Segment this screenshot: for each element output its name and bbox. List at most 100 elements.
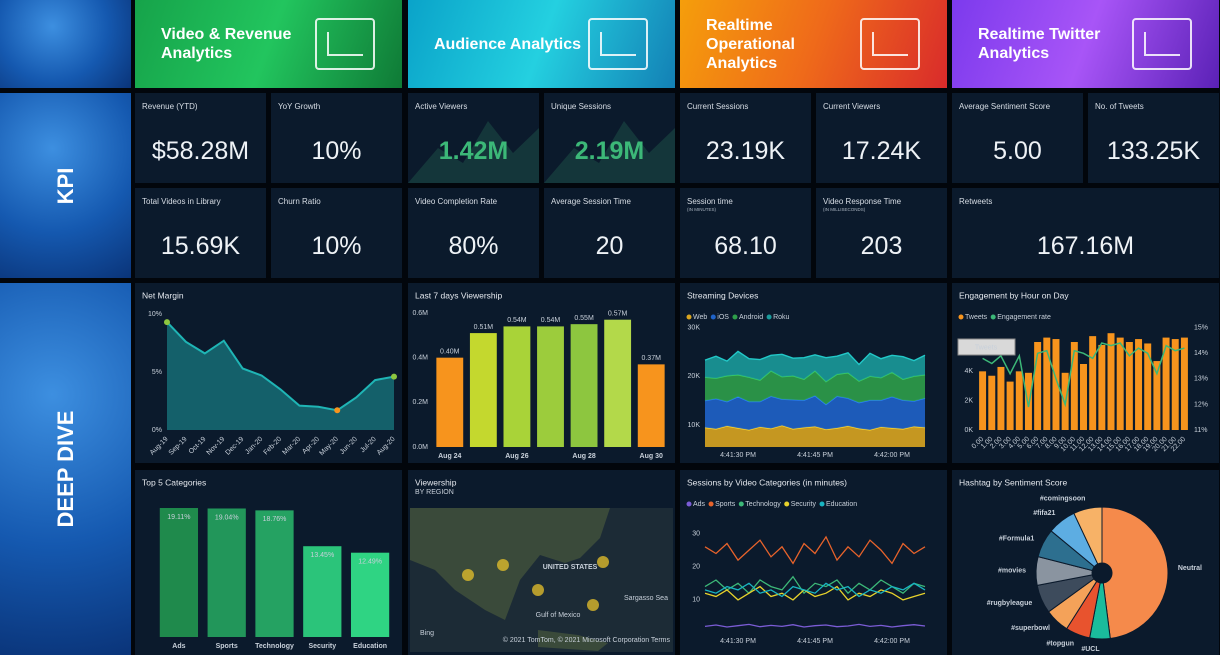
legend-label: Tweets [965, 314, 988, 321]
value-label: 0.51M [474, 324, 494, 331]
x-tick-label: 4:42:00 PM [874, 452, 910, 459]
bar [1144, 343, 1152, 430]
legend-dot [708, 501, 714, 507]
x-tick-label: Education [353, 643, 387, 650]
map-attribution: © 2021 TomTom, © 2021 Microsoft Corporat… [503, 636, 671, 644]
map-title: Viewership [415, 477, 457, 487]
bar [207, 508, 246, 637]
value-label: 13.45% [310, 552, 334, 559]
stacked-area [705, 395, 925, 430]
bar [1089, 336, 1097, 430]
kpi-tile: No. of Tweets 133.25K [1088, 93, 1219, 183]
map-land [538, 630, 608, 651]
map-land [410, 508, 610, 620]
kpi-label: Current Viewers [823, 102, 881, 111]
bar [1135, 339, 1143, 430]
x-tick-label: Aug 24 [438, 453, 461, 460]
legend-label: Ads [693, 501, 706, 508]
kpi-label: Average Session Time [551, 197, 631, 206]
kpi-tile: Average Session Time 20 [544, 188, 675, 278]
map-logo: Bing [420, 630, 434, 637]
panel [135, 283, 402, 463]
kpi-tile: Session time (IN MINUTES) 68.10 [680, 188, 811, 278]
bar [604, 319, 632, 447]
point [391, 373, 397, 380]
kpi-value: 2.19M [574, 137, 645, 165]
header-tile: Realtime Operational Analytics [680, 0, 947, 88]
chart-title: Last 7 days Viewership [415, 290, 503, 300]
chart-title: Engagement by Hour on Day [959, 290, 1069, 300]
kpi-label: Unique Sessions [551, 102, 612, 111]
kpi-tile: Current Sessions 23.19K [680, 93, 811, 183]
bar [1043, 337, 1051, 430]
sparkline-shape [408, 121, 539, 183]
y-tick-label: 11% [1194, 427, 1208, 434]
header-icon-detail [872, 32, 908, 56]
legend-dot [686, 501, 692, 507]
section-tile: DEEP DIVE [0, 283, 131, 655]
line [704, 535, 926, 565]
slice-label: #UCL [1081, 646, 1100, 653]
kpi-value: 1.42M [438, 137, 509, 165]
legend-dot [766, 314, 772, 320]
point [334, 407, 341, 414]
legend-label: Android [739, 314, 763, 321]
tooltip-box [957, 338, 1016, 356]
legend-dot [990, 314, 996, 320]
pie-slice [1073, 506, 1103, 565]
bar [1116, 337, 1124, 430]
kpi-label: Churn Ratio [278, 197, 321, 206]
chart-title: Net Margin [142, 290, 184, 300]
header-icon [315, 18, 375, 70]
x-tick-label: Feb-20 [263, 436, 284, 457]
x-tick-label: Oct-19 [188, 436, 208, 456]
y-tick-label: 30 [692, 530, 700, 537]
bar [1098, 344, 1106, 430]
line [704, 585, 926, 601]
x-tick-label: Sports [216, 643, 238, 650]
stacked-area [705, 370, 925, 405]
bar [1024, 372, 1032, 430]
bar [1125, 342, 1133, 430]
slice-label: #movies [998, 567, 1026, 574]
kpi-label: Total Videos in Library [142, 197, 221, 206]
x-tick-label: Aug 30 [640, 453, 663, 460]
y-tick-label: 2K [964, 398, 973, 405]
line [704, 575, 926, 595]
panel [680, 470, 947, 655]
x-tick-label: Aug-20 [376, 436, 397, 457]
line [704, 582, 926, 598]
x-tick-label: Security [308, 643, 336, 650]
slice-label: #comingsoon [1040, 496, 1086, 503]
value-label: 0.54M [507, 317, 527, 324]
kpi-label: Session time [687, 197, 733, 206]
kpi-label: Revenue (YTD) [142, 102, 198, 111]
stacked-area [705, 425, 925, 447]
kpi-tile: Current Viewers 17.24K [816, 93, 947, 183]
kpi-tile: Revenue (YTD) $58.28M [135, 93, 266, 183]
x-tick-label: Aug 26 [505, 453, 528, 460]
stacked-area [705, 351, 925, 382]
y-tick-label: 10K [688, 422, 701, 429]
kpi-tile: Video Response Time (IN MILLISECONDS) 203 [816, 188, 947, 278]
bar [159, 508, 199, 637]
kpi-value: 15.69K [160, 232, 241, 260]
kpi-sublabel: (IN MILLISECONDS) [823, 207, 866, 212]
kpi-value: $58.28M [151, 137, 250, 165]
slice-label: #fifa21 [1033, 510, 1055, 517]
bar [997, 366, 1005, 430]
header-icon [1132, 18, 1192, 70]
y-tick-label: 10% [148, 311, 162, 318]
kpi-tile: Active Viewers 1.42M [408, 93, 539, 183]
pie-slice [1101, 506, 1169, 640]
slice-label: #superbowl [1011, 625, 1050, 632]
x-tick-label: Sep-19 [168, 436, 189, 457]
kpi-tile: Churn Ratio 10% [271, 188, 402, 278]
header-icon [588, 18, 648, 70]
map-subtitle: BY REGION [415, 489, 454, 496]
line [704, 623, 926, 628]
chart-title: Streaming Devices [687, 290, 758, 300]
point [164, 319, 170, 326]
legend-label: Education [826, 501, 857, 508]
